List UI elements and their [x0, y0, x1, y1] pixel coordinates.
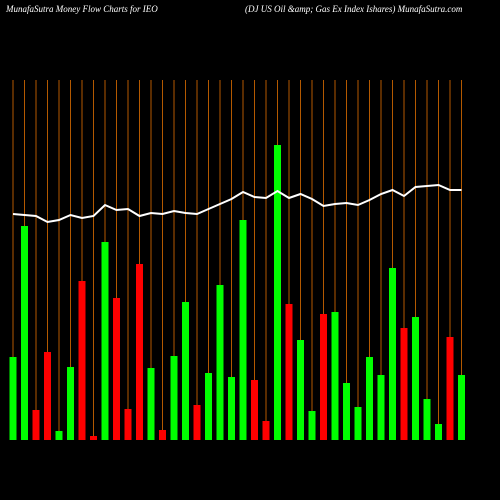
bar — [113, 298, 120, 440]
bar — [412, 317, 419, 440]
bar — [67, 367, 74, 440]
bar — [101, 242, 109, 440]
bar — [239, 220, 247, 440]
bar — [216, 285, 224, 440]
chart-title: MunafaSutra Money Flow Charts for IEO — [5, 4, 158, 14]
bar — [251, 380, 258, 440]
bar — [377, 375, 385, 440]
bar — [343, 383, 350, 440]
bar — [446, 337, 454, 440]
line — [12, 183, 462, 224]
bar — [147, 368, 155, 440]
bar — [274, 145, 281, 440]
bar — [366, 357, 373, 440]
bar — [285, 304, 293, 440]
bar — [182, 302, 189, 440]
chart-subtitle: (DJ US Oil &amp; Gas Ex Index Ishares) M… — [245, 4, 463, 14]
bar — [320, 314, 327, 440]
bar — [354, 407, 362, 440]
bar — [21, 226, 28, 440]
bar — [205, 373, 212, 440]
bar — [159, 430, 166, 440]
bar — [44, 352, 51, 440]
bar — [308, 411, 316, 440]
bar — [55, 431, 63, 440]
bar — [389, 268, 396, 440]
bar — [90, 436, 97, 440]
bar — [423, 399, 431, 440]
bar — [435, 424, 442, 440]
bar — [458, 375, 465, 440]
bar — [78, 281, 86, 440]
bar — [193, 405, 201, 440]
bar — [170, 356, 178, 440]
bar — [9, 357, 17, 440]
bar — [400, 328, 408, 440]
bar — [32, 410, 40, 440]
bar — [297, 340, 304, 440]
bar — [124, 409, 132, 440]
bar — [331, 312, 339, 440]
bar — [262, 421, 270, 440]
bar — [228, 377, 235, 440]
bar — [136, 264, 143, 440]
